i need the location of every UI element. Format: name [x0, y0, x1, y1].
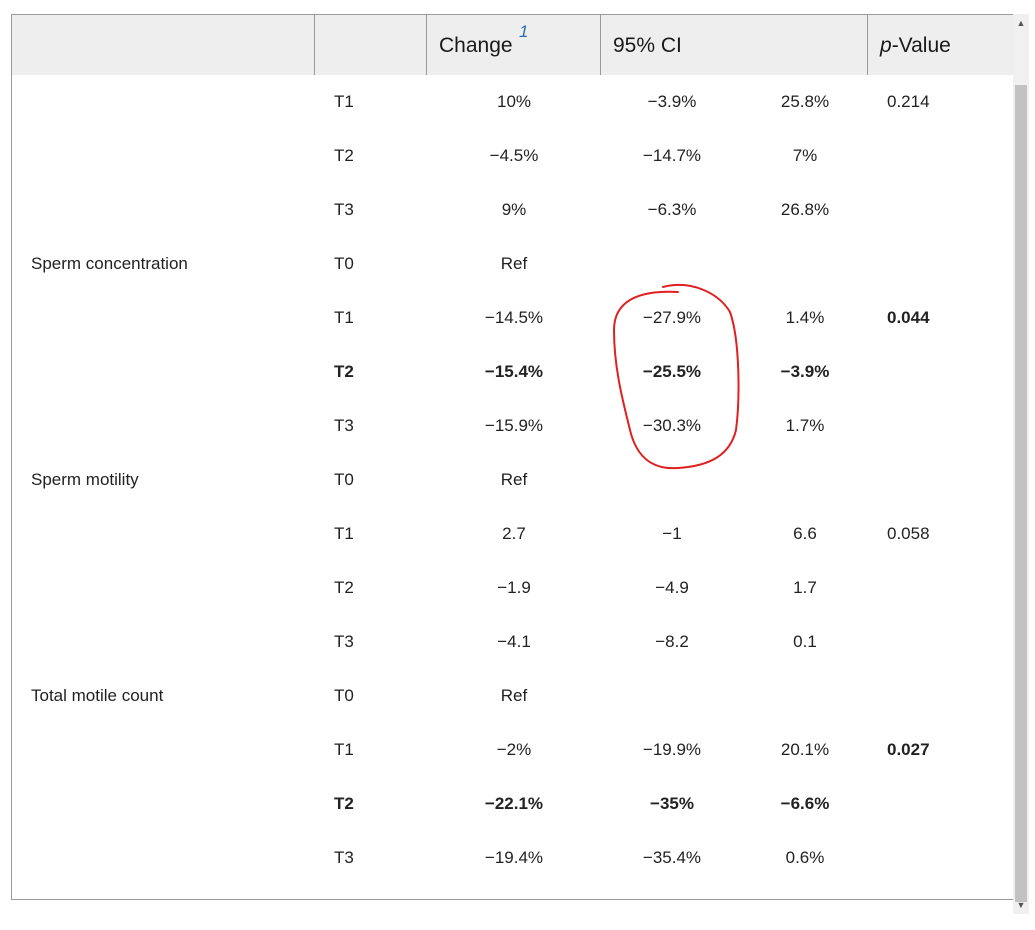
change-cell: Ref — [500, 470, 528, 489]
ci-high-cell: 1.4% — [785, 308, 825, 327]
header-p-rest: -Value — [891, 34, 951, 57]
tertile-cell: T2 — [334, 362, 354, 381]
table-row: T1 10% −3.9% 25.8% 0.214 — [12, 75, 1013, 129]
table-row: Sperm concentration T0 Ref — [12, 237, 1013, 291]
row-label: Sperm motility — [31, 470, 139, 489]
footnote-link[interactable]: 1 — [519, 22, 529, 41]
ci-low-cell: −8.2 — [655, 632, 689, 651]
change-cell: −1.9 — [497, 578, 531, 597]
tertile-cell: T1 — [334, 92, 354, 111]
ci-high-cell: 0.1 — [793, 632, 817, 651]
tertile-cell: T3 — [334, 632, 354, 651]
change-cell: −19.4% — [484, 848, 544, 867]
table-row: T3 9% −6.3% 26.8% — [12, 183, 1013, 237]
header-divider — [600, 15, 601, 75]
ci-low-cell: −25.5% — [642, 362, 702, 381]
ci-low-cell: −4.9 — [655, 578, 689, 597]
tertile-cell: T0 — [334, 470, 354, 489]
header-ci: 95% CI — [613, 34, 682, 57]
tertile-cell: T1 — [334, 524, 354, 543]
change-cell: Ref — [500, 254, 528, 273]
table-row: T1 2.7 −1 6.6 0.058 — [12, 507, 1013, 561]
header-divider — [867, 15, 868, 75]
tertile-cell: T0 — [334, 686, 354, 705]
change-cell: −22.1% — [484, 794, 544, 813]
ci-high-cell: 7% — [792, 146, 818, 165]
table-row: T2 −1.9 −4.9 1.7 — [12, 561, 1013, 615]
scrollbar-thumb[interactable] — [1015, 85, 1027, 902]
scroll-up-icon[interactable]: ▲ — [1016, 18, 1026, 28]
ci-low-cell: −35.4% — [642, 848, 702, 867]
change-cell: −2% — [496, 740, 532, 759]
tertile-cell: T2 — [334, 578, 354, 597]
results-table: Change 1 95% CI p-Value T1 10% −3.9% 25.8% 0… — [11, 14, 1014, 900]
table-row: Sperm motility T0 Ref — [12, 453, 1013, 507]
ci-high-cell: 20.1% — [780, 740, 830, 759]
header-change-label: Change — [439, 34, 513, 57]
table-row: T1 −2% −19.9% 20.1% 0.027 — [12, 723, 1013, 777]
vertical-scrollbar[interactable]: ▲ ▼ — [1013, 14, 1029, 914]
table-header: Change 1 95% CI p-Value — [12, 15, 1013, 75]
tertile-cell: T0 — [334, 254, 354, 273]
header-change: Change — [427, 15, 600, 75]
ci-low-cell: −19.9% — [642, 740, 702, 759]
ci-high-cell: 25.8% — [780, 92, 830, 111]
change-cell: 10% — [496, 92, 532, 111]
ci-high-cell: 1.7 — [793, 578, 817, 597]
tertile-cell: T1 — [334, 740, 354, 759]
ci-low-cell: −35% — [650, 794, 694, 813]
change-cell: 2.7 — [502, 524, 526, 543]
ci-high-cell: 1.7% — [785, 416, 825, 435]
table-row: T3 −4.1 −8.2 0.1 — [12, 615, 1013, 669]
change-cell: −15.4% — [484, 362, 544, 381]
ci-low-cell: −14.7% — [642, 146, 702, 165]
p-value-cell: 0.027 — [887, 740, 930, 759]
table-row: T2 −4.5% −14.7% 7% — [12, 129, 1013, 183]
change-cell: −15.9% — [484, 416, 544, 435]
change-cell: −4.5% — [489, 146, 539, 165]
ci-low-cell: −3.9% — [647, 92, 697, 111]
table-row: T2 −22.1% −35% −6.6% — [12, 777, 1013, 831]
ci-high-cell: 6.6 — [793, 524, 817, 543]
ci-low-cell: −27.9% — [642, 308, 702, 327]
ci-high-cell: −6.6% — [780, 794, 830, 813]
tertile-cell: T2 — [334, 146, 354, 165]
table-row: T1 −14.5% −27.9% 1.4% 0.044 — [12, 291, 1013, 345]
change-cell: −14.5% — [484, 308, 544, 327]
table-row: T2 −15.4% −25.5% −3.9% — [12, 345, 1013, 399]
tertile-cell: T1 — [334, 308, 354, 327]
ci-low-cell: −1 — [662, 524, 682, 543]
tertile-cell: T2 — [334, 794, 354, 813]
header-p-italic: p — [880, 34, 892, 57]
p-value-cell: 0.044 — [887, 308, 930, 327]
ci-low-cell: −6.3% — [647, 200, 697, 219]
p-value-cell: 0.058 — [887, 524, 930, 543]
ci-high-cell: 0.6% — [785, 848, 825, 867]
change-cell: Ref — [500, 686, 528, 705]
row-label: Total motile count — [31, 686, 164, 705]
header-divider — [314, 15, 315, 75]
change-cell: 9% — [501, 200, 527, 219]
tertile-cell: T3 — [334, 416, 354, 435]
ci-low-cell: −30.3% — [642, 416, 702, 435]
row-label: Sperm concentration — [31, 254, 188, 273]
header-p-value: p-Value — [868, 15, 1013, 75]
scroll-down-icon[interactable]: ▼ — [1016, 900, 1026, 910]
tertile-cell: T3 — [334, 200, 354, 219]
table-row: T3 −19.4% −35.4% 0.6% — [12, 831, 1013, 885]
header-divider — [426, 15, 427, 75]
ci-high-cell: −3.9% — [780, 362, 830, 381]
change-cell: −4.1 — [497, 632, 531, 651]
ci-high-cell: 26.8% — [780, 200, 830, 219]
tertile-cell: T3 — [334, 848, 354, 867]
table-row: Total motile count T0 Ref — [12, 669, 1013, 723]
p-value-cell: 0.214 — [887, 92, 930, 111]
table-row: T3 −15.9% −30.3% 1.7% — [12, 399, 1013, 453]
